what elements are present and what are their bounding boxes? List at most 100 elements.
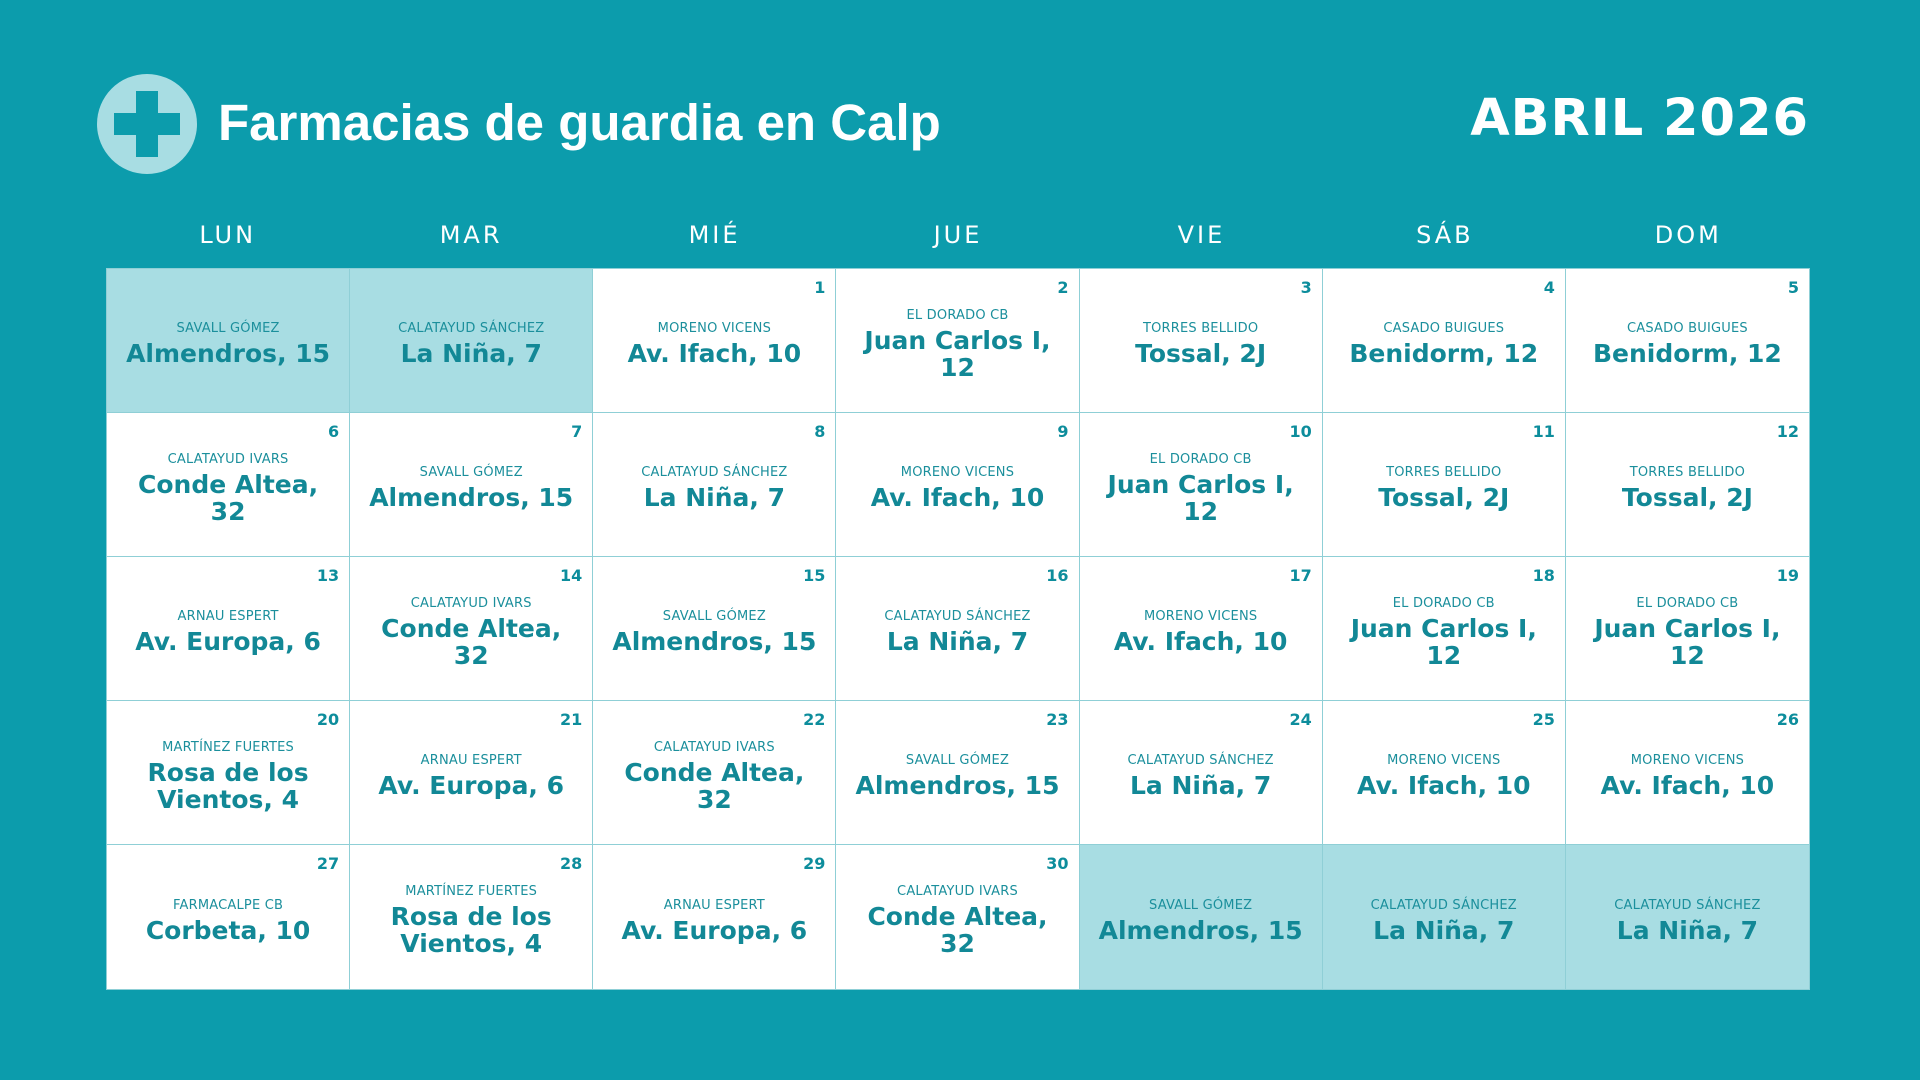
pharmacy-name: CALATAYUD IVARS [897, 884, 1018, 899]
day-number: 22 [803, 710, 826, 729]
pharmacy-address: Conde Altea, 32 [381, 613, 562, 670]
pharmacy-address: Av. Europa, 6 [135, 627, 321, 656]
day-number: 18 [1532, 566, 1555, 585]
day-number: 4 [1543, 278, 1555, 297]
pharmacy-address: Tossal, 2J [1135, 339, 1267, 368]
weekday-label: MIÉ [688, 221, 741, 249]
day-number: 15 [803, 566, 826, 585]
pharmacy-name: TORRES BELLIDO [1142, 321, 1259, 336]
pharmacy-address: Conde Altea, 32 [624, 757, 805, 814]
day-number: 10 [1289, 422, 1312, 441]
pharmacy-address: Tossal, 2J [1621, 483, 1753, 512]
pharmacy-address: Almendros, 15 [369, 483, 574, 512]
pharmacy-name: CALATAYUD SÁNCHEZ [1370, 897, 1517, 913]
calendar-day-cell: 23 SAVALL GÓMEZ Almendros, 15 [836, 701, 1080, 845]
day-number: 16 [1046, 566, 1069, 585]
pharmacy-address: Av. Ifach, 10 [870, 483, 1045, 512]
day-number: 8 [814, 422, 826, 441]
day-number: 5 [1787, 278, 1799, 297]
pharmacy-address: Rosa de los Vientos, 4 [147, 757, 309, 814]
day-number: 28 [560, 854, 583, 873]
pharmacy-name: CALATAYUD SÁNCHEZ [398, 321, 545, 336]
weekday-label: DOM [1654, 221, 1722, 249]
day-number: 23 [1046, 710, 1069, 729]
day-number: 30 [1046, 854, 1069, 873]
pharmacy-address: La Niña, 7 [886, 627, 1029, 656]
pharmacy-address: Almendros, 15 [126, 339, 331, 368]
pharmacy-address: Conde Altea, 32 [867, 902, 1048, 958]
day-number: 24 [1289, 710, 1312, 729]
calendar-day-cell: 24 CALATAYUD SÁNCHEZ La Niña, 7 [1079, 701, 1323, 845]
calendar-day-cell: 4 CASADO BUIGUES Benidorm, 12 [1322, 269, 1566, 413]
pharmacy-name: SAVALL GÓMEZ [905, 753, 1010, 768]
pharmacy-name: MORENO VICENS [900, 465, 1015, 480]
day-number: 17 [1289, 566, 1312, 585]
pharmacy-address: Juan Carlos I, 12 [1594, 613, 1781, 670]
pharmacy-address: Av. Europa, 6 [378, 771, 565, 800]
day-number: 20 [316, 710, 340, 729]
pharmacy-name: EL DORADO CB [1149, 451, 1252, 467]
day-number: 3 [1300, 278, 1312, 297]
pharmacy-name: MARTÍNEZ FUERTES [405, 884, 538, 899]
pharmacy-address: Benidorm, 12 [1593, 339, 1782, 368]
pharmacy-name: ARNAU ESPERT [663, 897, 765, 913]
pharmacy-address: Juan Carlos I, 12 [864, 325, 1051, 382]
pharmacy-name: FARMACALPE CB [173, 897, 284, 913]
day-number: 11 [1532, 422, 1555, 441]
weekday-label: VIE [1177, 221, 1226, 249]
day-number: 7 [571, 422, 583, 441]
weekday-label: JUE [933, 221, 983, 249]
pharmacy-name: CALATAYUD IVARS [167, 451, 289, 467]
pharmacy-name: ARNAU ESPERT [177, 609, 279, 624]
pharmacy-address: Almendros, 15 [855, 771, 1060, 800]
day-number: 6 [328, 422, 340, 441]
pharmacy-name: CASADO BUIGUES [1626, 321, 1748, 336]
pharmacy-name: SAVALL GÓMEZ [176, 321, 280, 336]
pharmacy-name: ARNAU ESPERT [420, 753, 522, 768]
pharmacy-address: Benidorm, 12 [1349, 339, 1539, 368]
calendar-day-cell: 26 MORENO VICENS Av. Ifach, 10 [1565, 701, 1809, 845]
calendar-day-cell: CALATAYUD SÁNCHEZ La Niña, 7 [350, 269, 594, 413]
month-label: ABRIL 2026 [1470, 89, 1809, 148]
pharmacy-address: Corbeta, 10 [145, 915, 311, 945]
pharmacy-address: Juan Carlos I, 12 [1350, 613, 1537, 670]
day-number: 21 [560, 710, 583, 729]
calendar-day-cell: 5 CASADO BUIGUES Benidorm, 12 [1565, 269, 1809, 413]
calendar-day-cell: 21 ARNAU ESPERT Av. Europa, 6 [350, 701, 594, 845]
calendar-day-cell: 25 MORENO VICENS Av. Ifach, 10 [1322, 701, 1566, 845]
pharmacy-name: CALATAYUD IVARS [653, 739, 775, 755]
day-number: 19 [1776, 566, 1799, 585]
pharmacy-name: MORENO VICENS [1630, 753, 1745, 768]
pharmacy-name: TORRES BELLIDO [1386, 465, 1502, 480]
calendar-day-cell: 14 CALATAYUD IVARS Conde Altea, 32 [350, 557, 594, 701]
pharmacy-address: La Niña, 7 [1373, 915, 1515, 945]
calendar-day-cell: 28 MARTÍNEZ FUERTES Rosa de los Vientos, 4 [350, 845, 594, 989]
day-number: 13 [316, 566, 340, 585]
pharmacy-address: Av. Ifach, 10 [1600, 771, 1775, 800]
pharmacy-name: CALATAYUD SÁNCHEZ [884, 609, 1031, 624]
day-number: 29 [803, 854, 826, 873]
day-number: 27 [316, 854, 340, 873]
pharmacy-name: MORENO VICENS [657, 321, 772, 336]
calendar-day-cell: 10 EL DORADO CB Juan Carlos I, 12 [1079, 413, 1323, 557]
calendar-day-cell: 11 TORRES BELLIDO Tossal, 2J [1322, 413, 1566, 557]
pharmacy-address: La Niña, 7 [1130, 771, 1272, 800]
pharmacy-name: CALATAYUD SÁNCHEZ [641, 465, 788, 480]
pharmacy-address: Almendros, 15 [1098, 915, 1303, 945]
day-number: 2 [1057, 278, 1069, 297]
calendar-day-cell: SAVALL GÓMEZ Almendros, 15 [1079, 845, 1323, 989]
pharmacy-name: MORENO VICENS [1387, 753, 1501, 768]
cross-horizontal-bar [114, 113, 180, 135]
pharmacy-address: La Niña, 7 [400, 339, 542, 368]
pharmacy-address: Av. Ifach, 10 [1356, 771, 1531, 800]
calendar-day-cell: 30 CALATAYUD IVARS Conde Altea, 32 [836, 845, 1080, 989]
calendar-day-cell: 15 SAVALL GÓMEZ Almendros, 15 [593, 557, 837, 701]
calendar-day-cell: 7 SAVALL GÓMEZ Almendros, 15 [350, 413, 594, 557]
pharmacy-name: SAVALL GÓMEZ [662, 609, 766, 624]
calendar-day-cell: 19 EL DORADO CB Juan Carlos I, 12 [1565, 557, 1809, 701]
calendar-day-cell: 12 TORRES BELLIDO Tossal, 2J [1565, 413, 1809, 557]
calendar-day-cell: 29 ARNAU ESPERT Av. Europa, 6 [593, 845, 837, 989]
weekday-label: MAR [439, 221, 503, 249]
calendar-day-cell: 3 TORRES BELLIDO Tossal, 2J [1079, 269, 1323, 413]
calendar-day-cell: 20 MARTÍNEZ FUERTES Rosa de los Vientos, 4 [107, 701, 351, 845]
